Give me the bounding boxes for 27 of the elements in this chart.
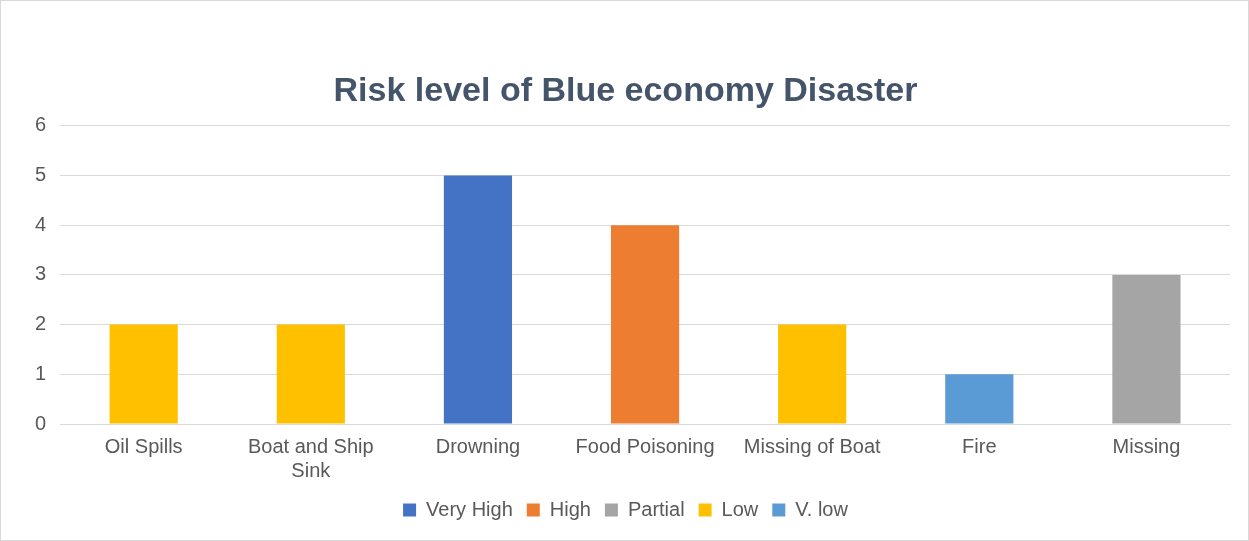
legend-label: Very High (426, 497, 513, 520)
bar (443, 175, 513, 424)
x-tick-label: Boat and Ship Sink (247, 434, 374, 481)
y-tick-label: 5 (35, 163, 47, 186)
bar (945, 374, 1014, 424)
y-tick-label: 4 (35, 212, 47, 235)
legend-label: High (549, 497, 591, 520)
x-tick-label: Missing of Boat (743, 434, 881, 457)
y-tick-label: 2 (35, 312, 47, 335)
bar (778, 324, 847, 424)
x-tick-label: Oil Spills (104, 434, 183, 457)
bar (1112, 274, 1181, 424)
bar (276, 324, 345, 424)
bar (109, 324, 178, 424)
legend-label: Partial (627, 497, 685, 520)
x-tick-label: Missing (1112, 434, 1181, 457)
x-tick-label: Drowning (435, 434, 521, 457)
bar (610, 225, 680, 424)
legend-label: V. low (795, 497, 849, 520)
y-tick-label: 6 (35, 113, 47, 136)
chart-title: Risk level of Blue economy Disaster (333, 69, 918, 108)
x-tick-label: Food Poisoning (575, 434, 715, 457)
y-tick-label: 1 (35, 361, 47, 384)
x-tick-label: Fire (962, 434, 997, 457)
y-tick-label: 3 (35, 262, 47, 285)
y-tick-label: 0 (35, 411, 47, 434)
legend-label: Low (721, 497, 759, 520)
